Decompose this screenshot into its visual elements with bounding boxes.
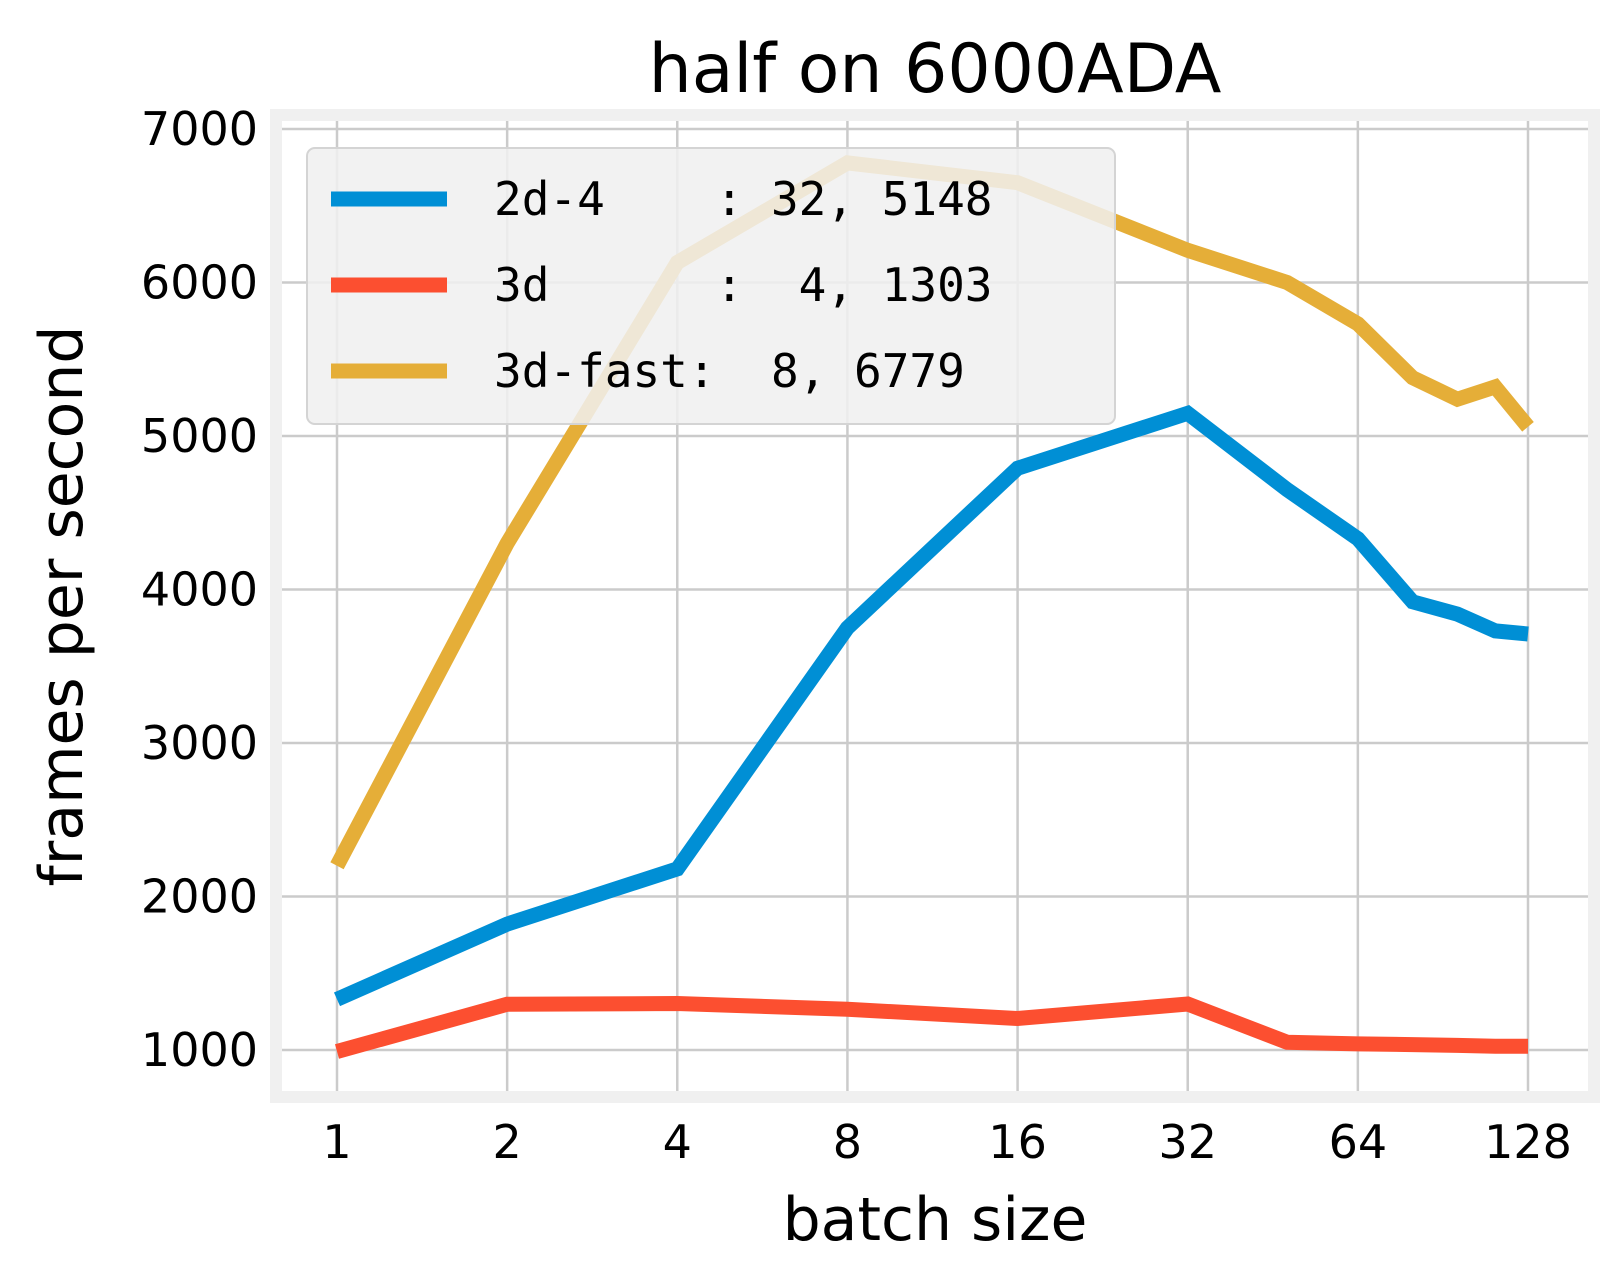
y-axis-label: frames per second [27, 326, 97, 887]
legend: 2d-4 : 32, 5148 3d : 4, 1303 3d-fast: 8, 6… [306, 147, 1116, 425]
legend-box [306, 147, 1116, 425]
y-tick-labels: 1000 2000 3000 4000 5000 6000 7000 [141, 102, 258, 1077]
x-tick-label: 128 [1484, 1115, 1572, 1169]
legend-label: 3d : 4, 1303 [494, 258, 993, 312]
y-tick-label: 2000 [141, 870, 258, 924]
y-tick-label: 4000 [141, 563, 258, 617]
x-tick-label: 32 [1158, 1115, 1217, 1169]
x-tick-labels: 1 2 4 8 16 32 64 128 [322, 1115, 1572, 1169]
series-line-2d-4 [333, 404, 1529, 1007]
legend-label: 3d-fast: 8, 6779 [494, 344, 965, 398]
x-tick-label: 2 [493, 1115, 522, 1169]
chart-title: half on 6000ADA [649, 30, 1222, 109]
x-tick-label: 1 [322, 1115, 351, 1169]
x-tick-label: 8 [833, 1115, 862, 1169]
y-tick-label: 6000 [141, 256, 258, 310]
y-tick-label: 7000 [141, 102, 258, 156]
y-tick-label: 3000 [141, 716, 258, 770]
y-tick-label: 1000 [141, 1023, 258, 1077]
x-axis-label: batch size [783, 1185, 1088, 1255]
x-tick-label: 4 [663, 1115, 692, 1169]
x-tick-label: 64 [1329, 1115, 1388, 1169]
series-line-3d [334, 995, 1528, 1059]
x-tick-label: 16 [988, 1115, 1047, 1169]
legend-label: 2d-4 : 32, 5148 [494, 172, 993, 226]
y-tick-label: 5000 [141, 409, 258, 463]
